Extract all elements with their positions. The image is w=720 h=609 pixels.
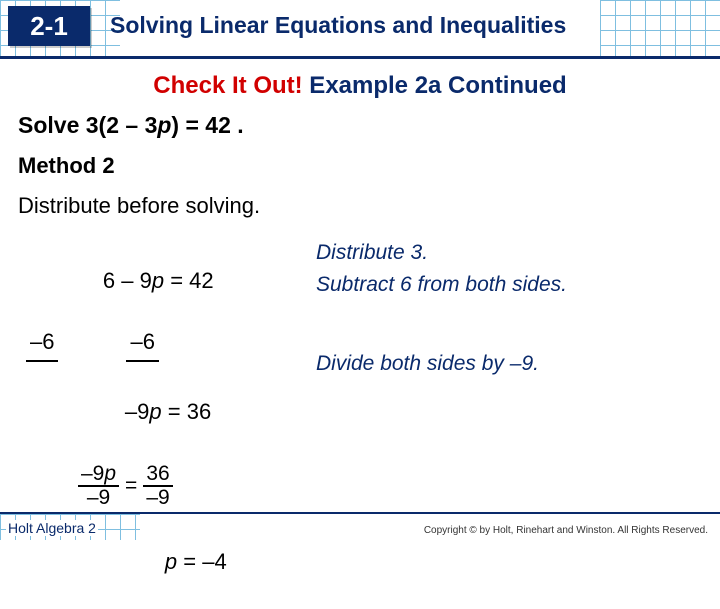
explain-spacer: [316, 300, 567, 348]
math-step-divide: –9p –9 = 36 –9: [18, 463, 268, 509]
method-label: Method 2: [18, 153, 702, 179]
equals-sign: =: [119, 471, 143, 500]
math-step-2: –9p = 36: [18, 366, 268, 458]
header-rule: [0, 56, 720, 59]
math-step-subtract: –6 –6: [18, 327, 268, 362]
problem-variable: p: [157, 112, 171, 138]
explain-1: Distribute 3.: [316, 237, 567, 269]
frac-left-num-coef: –9: [81, 462, 104, 485]
problem-suffix: ) = 42 .: [171, 112, 243, 138]
math-column: 6 – 9p = 42 –6 –6 –9p = 36 –9p –9 = 36 –…: [18, 235, 268, 609]
header-grid-right: [600, 0, 720, 58]
example-label: Example 2a Continued: [303, 72, 567, 99]
fraction-left: –9p –9: [78, 463, 119, 509]
subtract-left: –6: [26, 327, 58, 362]
header-region: 2-1 Solving Linear Equations and Inequal…: [0, 0, 720, 58]
check-it-out-label: Check It Out!: [153, 72, 302, 99]
step2-var: p: [149, 399, 161, 424]
result-value: = –4: [177, 549, 227, 574]
explain-3: Divide both sides by –9.: [316, 348, 567, 380]
step1-var: p: [152, 268, 164, 293]
work-area: 6 – 9p = 42 –6 –6 –9p = 36 –9p –9 = 36 –…: [18, 235, 702, 609]
footer-region: Holt Algebra 2 Copyright © by Holt, Rine…: [0, 514, 720, 540]
step2-left: –9: [125, 399, 149, 424]
fraction-right: 36 –9: [143, 463, 172, 509]
problem-prefix: Solve 3(2 – 3: [18, 112, 157, 138]
instruction-text: Distribute before solving.: [18, 193, 702, 219]
step1-left: 6 – 9: [103, 268, 152, 293]
lesson-title: Solving Linear Equations and Inequalitie…: [110, 12, 566, 39]
lesson-number-badge: 2-1: [8, 6, 90, 46]
explanation-column: Distribute 3. Subtract 6 from both sides…: [316, 235, 567, 609]
copyright-text: Copyright © by Holt, Rinehart and Winsto…: [420, 525, 712, 536]
step1-right: = 42: [164, 268, 214, 293]
result-var: p: [165, 549, 177, 574]
frac-left-den: –9: [84, 487, 113, 509]
math-step-1: 6 – 9p = 42: [18, 235, 268, 327]
frac-left-num-var: p: [104, 462, 116, 485]
frac-right-num: 36: [143, 463, 172, 487]
step2-right: = 36: [162, 399, 212, 424]
example-heading: Check It Out! Example 2a Continued: [0, 72, 720, 100]
footer-book-title: Holt Algebra 2: [6, 520, 98, 536]
frac-right-den: –9: [143, 487, 172, 509]
subtract-gap: [58, 327, 126, 362]
frac-left-num: –9p: [78, 463, 119, 487]
explain-2: Subtract 6 from both sides.: [316, 269, 567, 301]
subtract-right: –6: [126, 327, 158, 362]
problem-statement: Solve 3(2 – 3p) = 42 .: [18, 112, 702, 139]
